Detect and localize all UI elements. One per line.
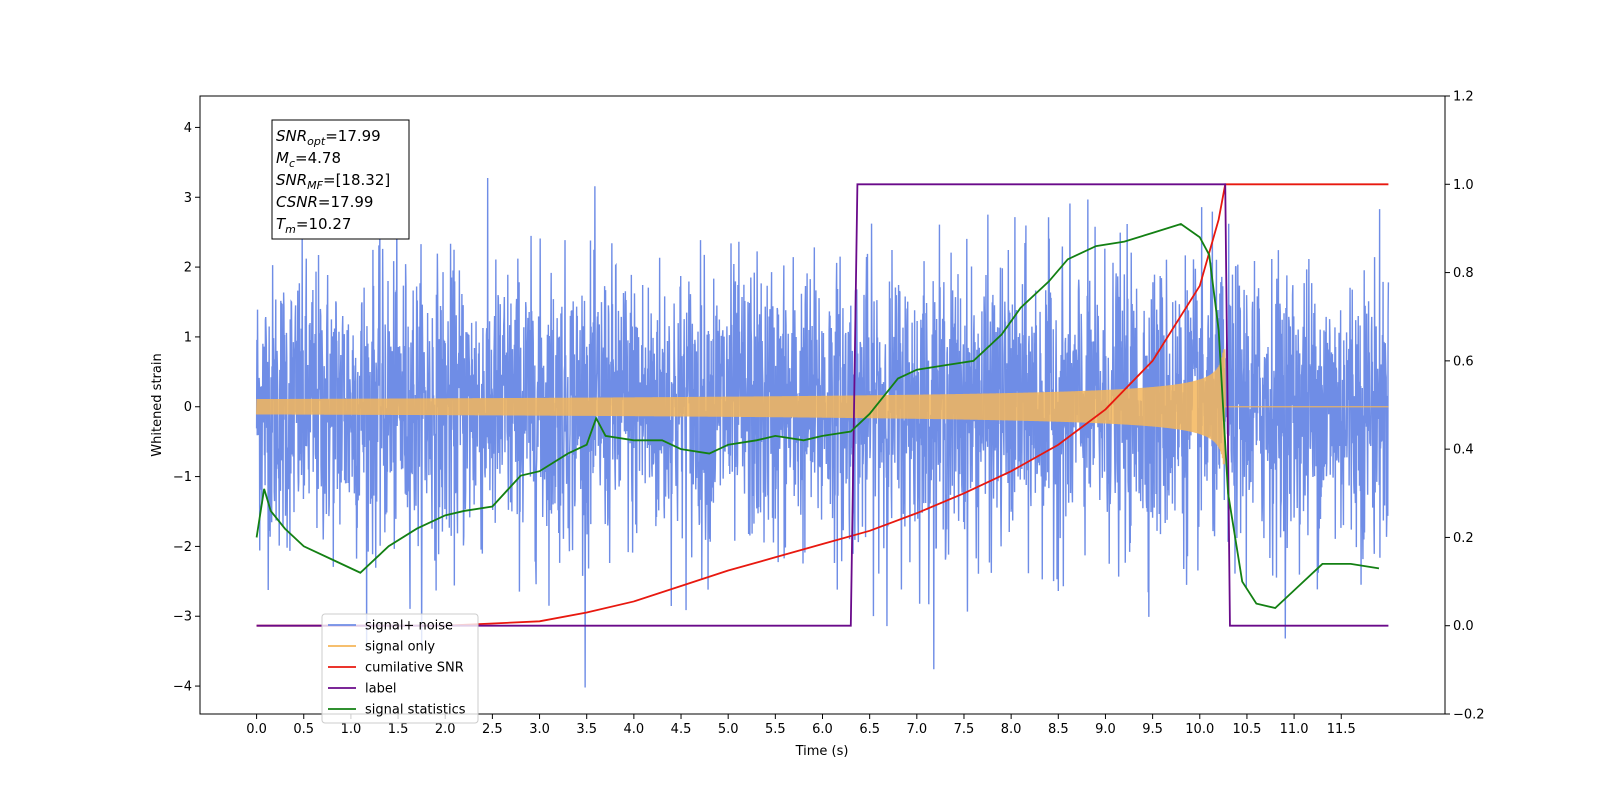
series-line-signal-statistics <box>255 223 1380 610</box>
x-tick-label: 5.0 <box>718 722 739 737</box>
annotation-line: Tm=10.27 <box>276 215 351 236</box>
y-axis-left: −4 −3 −2 −1 0 1 2 3 4 <box>173 121 200 695</box>
x-tick-label: 4.0 <box>624 722 645 737</box>
x-tick-label: 5.5 <box>765 722 786 737</box>
y-right-tick-label: 1.0 <box>1453 178 1474 193</box>
annotation-line: CSNR=17.99 <box>276 193 373 211</box>
series-line-label <box>256 183 1389 627</box>
stats-annotation-box: SNRopt=17.99Mc=4.78SNRMF=[18.32]CSNR=17.… <box>271 119 410 240</box>
y-left-tick-label: −1 <box>173 470 192 485</box>
x-tick-label: 7.5 <box>954 722 975 737</box>
legend-label: label <box>365 682 396 697</box>
annotation-line: SNRMF=[18.32] <box>276 171 390 192</box>
y-left-tick-label: 0 <box>184 400 192 415</box>
x-tick-label: 11.0 <box>1280 722 1309 737</box>
x-tick-label: 8.5 <box>1048 722 1069 737</box>
y-left-tick-label: 4 <box>184 121 192 136</box>
y-right-tick-label: 0.0 <box>1453 619 1474 634</box>
y-left-tick-label: 3 <box>184 191 192 206</box>
annotation-line: SNRopt=17.99 <box>276 127 381 148</box>
x-axis: 0.0 0.5 1.0 1.5 2.0 2.5 3.0 3.5 4.0 4.5 5.0 5.5 6.0 6… <box>246 714 1356 737</box>
legend: signal+ noise signal only cumilative SNR la… <box>321 613 479 724</box>
x-tick-label: 4.5 <box>671 722 692 737</box>
y-right-tick-label: 0.8 <box>1453 266 1474 281</box>
x-tick-label: 0.0 <box>246 722 267 737</box>
x-tick-label: 10.5 <box>1232 722 1261 737</box>
x-tick-label: 6.0 <box>812 722 833 737</box>
y-right-tick-label: 0.2 <box>1453 531 1474 546</box>
y-axis-title: Whitened strain <box>150 353 165 456</box>
x-tick-label: 2.5 <box>482 722 503 737</box>
x-tick-label: 3.0 <box>529 722 550 737</box>
x-tick-label: 9.5 <box>1142 722 1163 737</box>
y-left-tick-label: −2 <box>173 540 192 555</box>
legend-label: signal statistics <box>365 703 466 718</box>
x-axis-title: Time (s) <box>795 744 849 759</box>
annotation-line: Mc=4.78 <box>276 149 341 170</box>
x-tick-label: 10.0 <box>1185 722 1214 737</box>
y-left-tick-label: −4 <box>173 680 192 695</box>
x-tick-label: 9.0 <box>1095 722 1116 737</box>
x-tick-label: 1.5 <box>388 722 409 737</box>
legend-label: signal+ noise <box>365 619 453 634</box>
legend-label: signal only <box>365 640 435 655</box>
x-tick-label: 8.0 <box>1001 722 1022 737</box>
y-right-tick-label: 0.4 <box>1453 443 1474 458</box>
legend-frame <box>321 613 479 724</box>
series-line-signal-only <box>255 349 1389 465</box>
series-layer <box>255 178 1390 688</box>
x-tick-label: 2.0 <box>435 722 456 737</box>
y-axis-right: −0.2 0.0 0.2 0.4 0.6 0.8 1.0 1.2 <box>1445 90 1485 723</box>
y-right-tick-label: 0.6 <box>1453 354 1474 369</box>
x-tick-label: 6.5 <box>859 722 880 737</box>
y-left-tick-label: −3 <box>173 610 192 625</box>
x-tick-label: 0.5 <box>293 722 314 737</box>
series-line-signal-noise <box>255 178 1390 688</box>
y-right-tick-label: 1.2 <box>1453 90 1474 105</box>
annotation-box-frame <box>271 119 410 240</box>
y-left-tick-label: 2 <box>184 261 192 276</box>
x-tick-label: 1.0 <box>341 722 362 737</box>
y-right-tick-label: −0.2 <box>1453 708 1485 723</box>
x-tick-label: 11.5 <box>1327 722 1356 737</box>
y-left-tick-label: 1 <box>184 330 192 345</box>
x-tick-label: 3.5 <box>576 722 597 737</box>
legend-label: cumilative SNR <box>365 661 464 676</box>
series-line-cumilative-snr <box>256 183 1389 627</box>
x-tick-label: 7.0 <box>906 722 927 737</box>
